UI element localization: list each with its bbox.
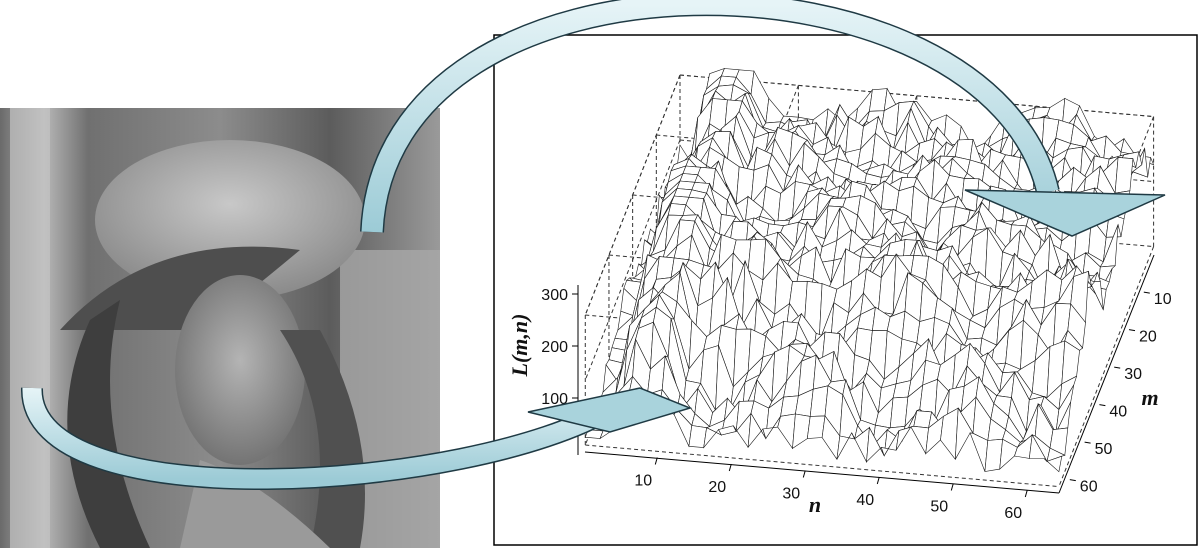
surface-cell [1115,157,1133,193]
n-axis-title: n [809,492,821,517]
m-tick-label: 30 [1124,366,1142,383]
m-tick-label: 40 [1109,404,1127,421]
n-tick-label: 30 [782,486,800,503]
z-axis-title: L(m,n) [507,314,532,378]
z-tick-label: 300 [541,287,568,304]
m-tick-label: 50 [1095,441,1113,458]
z-tick-label: 200 [541,339,568,356]
m-tick-label: 20 [1139,329,1157,346]
n-tick-label: 20 [708,479,726,496]
n-tick-label: 50 [930,499,948,516]
m-tick-label: 10 [1154,291,1172,308]
n-tick-label: 10 [634,473,652,490]
m-tick-label: 60 [1080,479,1098,496]
n-tick-label: 60 [1004,505,1022,522]
scene: 100200300102030405060102030405060 L(m,n)… [0,0,1200,548]
m-axis-title: m [1141,385,1158,410]
n-tick-label: 40 [856,492,874,509]
